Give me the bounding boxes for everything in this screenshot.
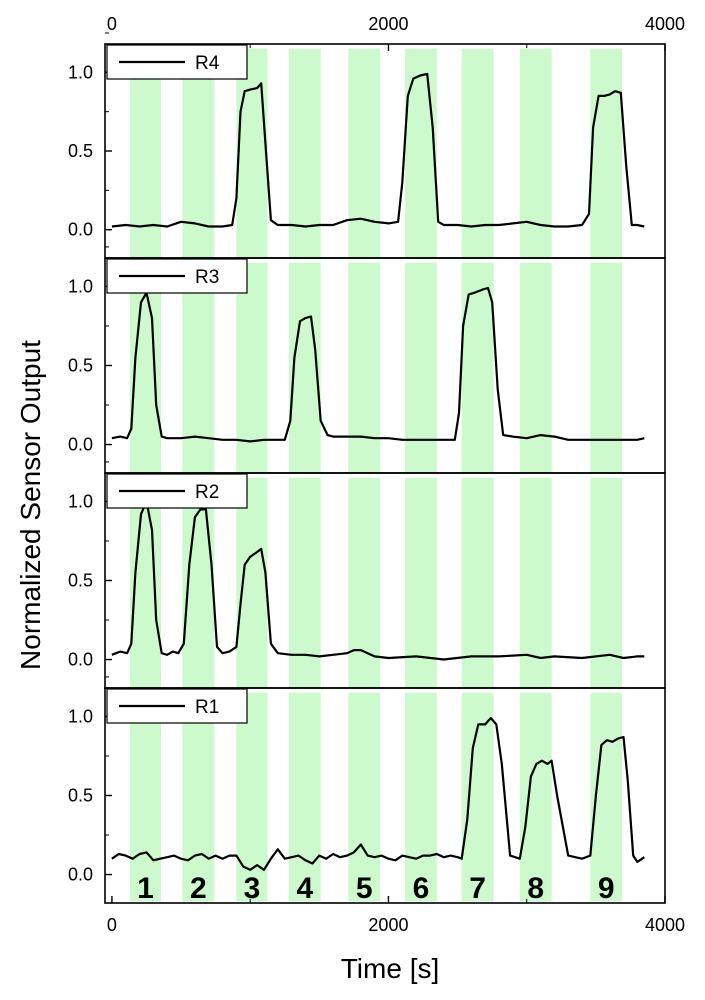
stimulus-band-r1-6	[405, 692, 437, 902]
y-tick-label-r3-1: 0.5	[68, 356, 93, 376]
legend-layer: R4 R3 R2 R1	[106, 44, 248, 724]
legend-label-r4: R4	[195, 53, 220, 74]
y-tick-label-r4-1: 0.5	[68, 141, 93, 161]
band-label-8: 8	[527, 872, 544, 905]
stimulus-band-r2-9	[590, 477, 623, 688]
stimulus-band-r3-5	[348, 262, 381, 473]
legend-label-r1: R1	[195, 697, 219, 718]
y-tick-label-r2-2: 1.0	[68, 491, 93, 511]
series-line-r1	[111, 716, 645, 871]
y-tick-label-r1-2: 1.0	[68, 706, 93, 726]
y-tick-label-r1-0: 0.0	[68, 865, 93, 885]
stimulus-band-r3-6	[405, 262, 437, 473]
y-tick-label-r4-2: 1.0	[68, 62, 93, 82]
band-label-2: 2	[190, 872, 207, 905]
stimulus-band-r4-4	[288, 48, 321, 259]
band-label-6: 6	[413, 872, 430, 905]
stimulus-band-r2-7	[461, 477, 494, 688]
stimulus-band-r2-8	[519, 477, 552, 688]
stimulus-band-r1-5	[348, 692, 381, 902]
x-top-tick-label-0: 0	[107, 14, 117, 34]
stimulus-band-r4-3	[236, 48, 268, 259]
stimulus-band-r1-3	[236, 692, 268, 902]
axes-layer	[104, 32, 666, 904]
stimulus-band-r4-1	[129, 48, 161, 259]
series-line-r3	[111, 286, 645, 443]
stimulus-band-r2-5	[348, 477, 381, 688]
band-label-5: 5	[356, 872, 373, 905]
lines-layer	[111, 72, 645, 871]
stimulus-band-r4-6	[405, 48, 437, 259]
band-label-4: 4	[296, 872, 313, 905]
series-line-r4	[111, 72, 645, 228]
stimulus-band-r4-7	[461, 48, 494, 259]
labels-layer: 0.0 0.5 1.0 0.0 0.5 1.0 0.0 0.5 1.0 0.0 0.5 1.0 1 2 3 4…	[68, 14, 685, 935]
stimulus-band-r2-4	[288, 477, 321, 688]
band-label-9: 9	[598, 872, 615, 905]
stimulus-band-r1-8	[519, 692, 552, 902]
y-tick-label-r2-0: 0.0	[68, 650, 93, 670]
x-bottom-tick-label-2: 4000	[645, 915, 685, 935]
band-label-1: 1	[137, 872, 154, 905]
x-top-tick-label-2: 4000	[645, 14, 685, 34]
x-top-tick-label-1: 2000	[368, 14, 408, 34]
legend-label-r2: R2	[195, 482, 219, 503]
y-tick-label-r3-0: 0.0	[68, 435, 93, 455]
x-bottom-tick-label-0: 0	[107, 915, 117, 935]
stimulus-band-r2-6	[405, 477, 437, 688]
stimulus-band-r3-3	[236, 262, 268, 473]
stimulus-band-r1-4	[288, 692, 321, 902]
band-label-7: 7	[469, 872, 486, 905]
band-label-3: 3	[244, 872, 261, 905]
stimulus-band-r3-8	[519, 262, 552, 473]
y-axis-title: Normalized Sensor Output	[15, 340, 46, 670]
x-axis-title: Time [s]	[341, 953, 440, 984]
series-line-r2	[111, 500, 645, 661]
stimulus-band-r2-3	[236, 477, 268, 688]
y-tick-label-r4-0: 0.0	[68, 220, 93, 240]
x-bottom-tick-label-1: 2000	[368, 915, 408, 935]
stimulus-band-r1-1	[129, 692, 161, 902]
y-tick-label-r2-1: 0.5	[68, 571, 93, 591]
legend-label-r3: R3	[195, 267, 219, 288]
stimulus-band-r1-2	[182, 692, 215, 902]
y-tick-label-r3-2: 1.0	[68, 276, 93, 296]
stimulus-band-r3-9	[590, 262, 623, 473]
stimulus-band-r4-5	[348, 48, 381, 259]
stimulus-band-r3-2	[182, 262, 215, 473]
y-tick-label-r1-1: 0.5	[68, 786, 93, 806]
stimulus-band-r4-9	[590, 48, 623, 259]
